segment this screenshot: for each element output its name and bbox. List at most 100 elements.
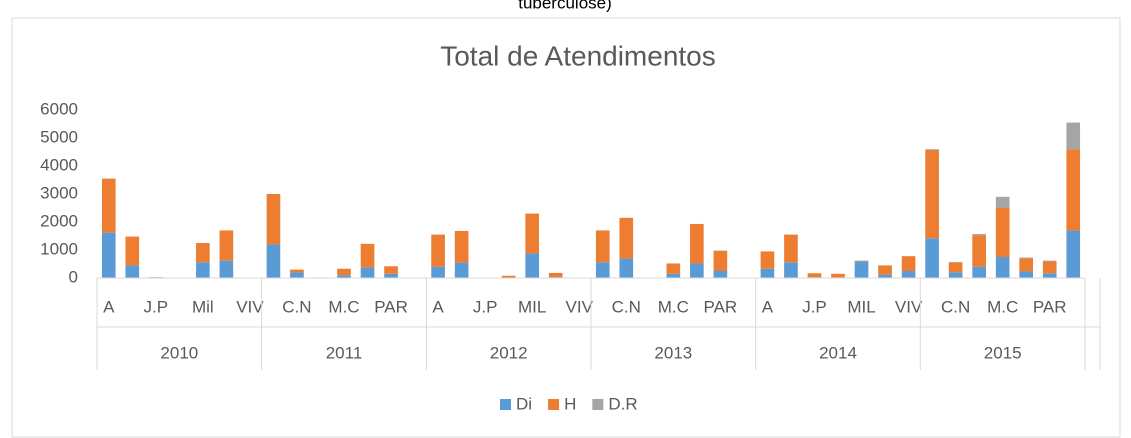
x-tick-label: VIV (895, 297, 923, 316)
bar-segment (784, 234, 798, 263)
y-tick-label: 2000 (40, 211, 78, 230)
bar-segment (760, 268, 775, 278)
x-tick-label: J.P (144, 297, 169, 316)
x-tick-label: PAR (374, 297, 408, 316)
bar-segment (666, 263, 681, 274)
x-tick-label: PAR (1033, 297, 1067, 316)
legend-swatch (592, 399, 604, 410)
x-tick-label: C.N (612, 297, 641, 316)
bar-segment (1019, 258, 1034, 272)
bar-segment (454, 230, 469, 263)
bar-segment (854, 261, 869, 278)
bar-segment (760, 251, 775, 269)
bar-segment (101, 178, 116, 233)
group-label: 2011 (326, 343, 363, 362)
bar-segment (501, 275, 516, 278)
group-label: 2013 (654, 343, 692, 362)
bar-segment (948, 272, 963, 278)
group-label: 2010 (160, 343, 198, 362)
bar-segment (925, 150, 939, 239)
chart-frame (11, 17, 1121, 438)
bar-segment (878, 274, 892, 278)
bar-segment (384, 273, 398, 278)
bar-segment (995, 196, 1010, 208)
x-tick-label: J.P (802, 297, 827, 316)
y-tick-label: 4000 (40, 155, 78, 174)
bar-segment (784, 262, 798, 278)
bar-segment (266, 194, 281, 245)
y-tick-label: 5000 (40, 127, 78, 146)
bar-segment (1019, 271, 1034, 278)
bar-segment (690, 223, 704, 264)
bar-segment (619, 258, 634, 278)
x-tick-label: A (103, 297, 115, 316)
x-tick-label: C.N (282, 297, 311, 316)
group-label: 2012 (490, 343, 528, 362)
bar-segment (925, 149, 939, 151)
bar-segment (1066, 122, 1081, 150)
bar-segment (619, 217, 634, 259)
bar-segment (1042, 261, 1057, 274)
bar-segment (101, 232, 116, 278)
bar-segment (972, 266, 986, 278)
bar-segment (454, 262, 469, 278)
legend-label: Di (516, 394, 532, 413)
bar-segment (125, 236, 140, 266)
x-tick-label: MIL (518, 297, 546, 316)
bar-segment (1066, 230, 1081, 278)
bar-segment (995, 257, 1010, 278)
bar-segment (360, 243, 375, 268)
bar-segment (666, 273, 681, 278)
legend-swatch (548, 399, 560, 410)
bar-segment (595, 262, 610, 278)
bar-segment (595, 230, 610, 263)
bar-segment (548, 272, 563, 278)
bar-segment (948, 262, 963, 263)
bar-segment (713, 271, 728, 278)
bar-segment (337, 275, 351, 278)
y-tick-label: 6000 (40, 99, 78, 118)
bar-segment (690, 263, 704, 278)
bar-segment (290, 269, 304, 273)
bar-segment (972, 234, 986, 236)
y-tick-label: 1000 (40, 239, 78, 258)
bar-segment (384, 266, 398, 274)
bar-segment (901, 256, 916, 271)
bar-segment (995, 208, 1010, 257)
bar-segment (337, 268, 351, 276)
y-tick-label: 3000 (40, 183, 78, 202)
bar-segment (925, 238, 939, 278)
header-text: tuberculose) (518, 0, 612, 12)
bar-segment (125, 265, 140, 278)
y-tick-label: 0 (69, 267, 78, 286)
legend-label: H (564, 394, 576, 413)
x-tick-label: A (762, 297, 774, 316)
bar-segment (1042, 260, 1057, 262)
bar-segment (1066, 149, 1081, 231)
bar-segment (854, 260, 869, 262)
x-tick-label: M.C (328, 297, 359, 316)
legend-label: D.R (608, 394, 637, 413)
bar-segment (972, 235, 986, 267)
group-label: 2015 (984, 343, 1022, 362)
bar-segment (831, 273, 845, 278)
x-tick-label: VIV (566, 297, 594, 316)
bar-segment (196, 262, 210, 278)
x-tick-label: PAR (704, 297, 738, 316)
bar-segment (431, 266, 445, 278)
bar-segment (219, 260, 234, 278)
chart-title: Total de Atendimentos (440, 40, 716, 71)
group-label: 2014 (819, 343, 857, 362)
bar-segment (266, 244, 281, 278)
bar-segment (525, 253, 540, 278)
bar-segment (1042, 273, 1057, 278)
bar-segment (196, 243, 210, 263)
bar-segment (525, 213, 540, 254)
x-tick-label: MIL (847, 297, 875, 316)
x-tick-label: C.N (941, 297, 970, 316)
bar-segment (360, 267, 375, 278)
bar-segment (713, 250, 728, 271)
x-tick-label: J.P (473, 297, 498, 316)
bar-segment (431, 234, 445, 267)
